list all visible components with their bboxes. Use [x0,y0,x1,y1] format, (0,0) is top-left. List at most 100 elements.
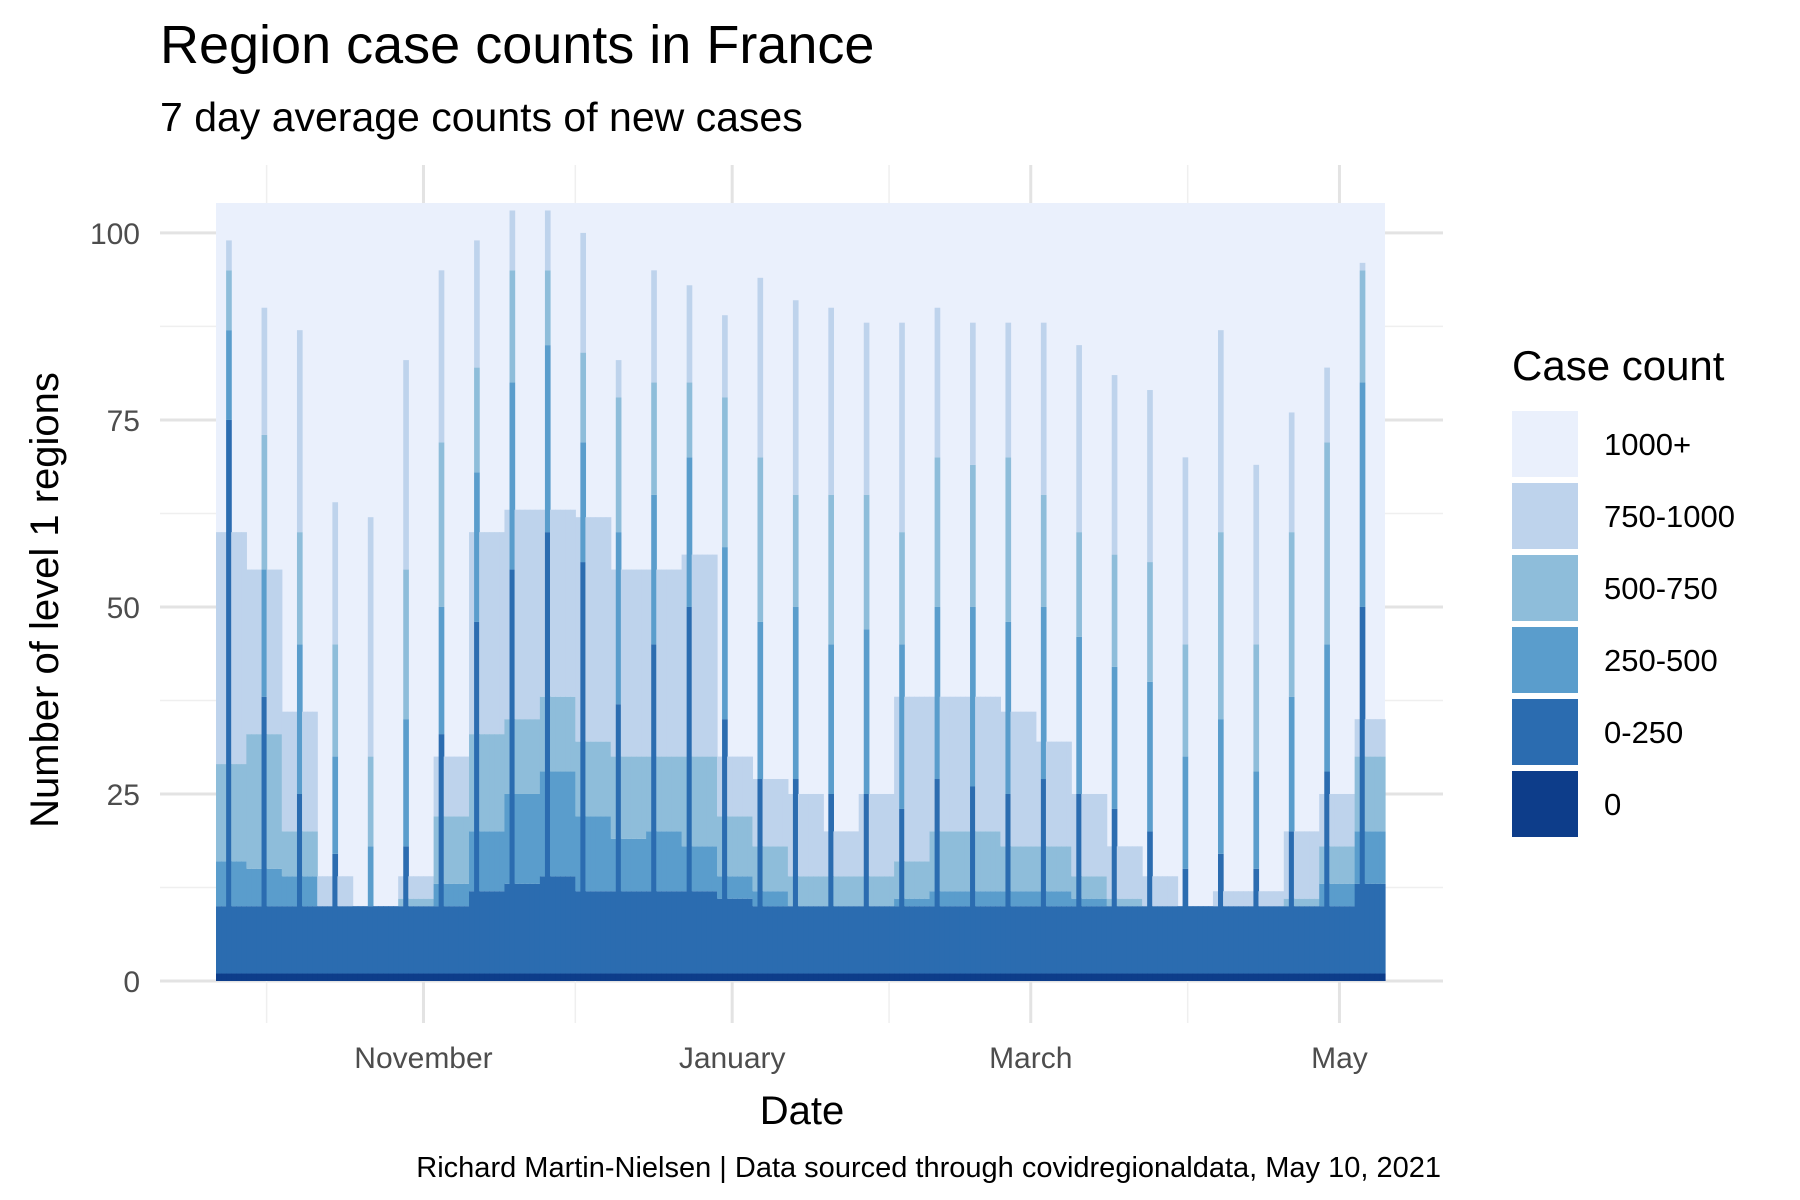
bar-segment-0 [894,973,900,981]
bar-segment-750-1000 [772,779,779,847]
bar-segment-750-1000 [1172,876,1179,907]
bar-segment-0 [656,973,662,981]
bar-segment-0 [1334,973,1341,981]
bar-segment-0-250 [1152,906,1158,974]
x-axis-ticks: November January March May [354,1042,1368,1075]
bar-segment-500-750 [727,816,733,877]
bar-segment-500-750 [722,397,728,548]
bar-segment-500-750 [1359,270,1366,383]
bar-segment-500-750 [1111,554,1118,667]
bar-segment-0-250 [858,906,865,974]
bar-segment-0-250 [1218,853,1224,974]
bar-segment-0-250 [398,906,404,974]
bar-segment-0-250 [1304,906,1310,974]
bar-segment-750-1000 [307,711,313,832]
bar-segment-500-750 [904,861,910,899]
bar-segment-0-250 [1233,906,1239,974]
bar-segment-0 [605,973,612,981]
bar-segment-0 [509,973,516,981]
bar-segment-500-750 [398,898,404,907]
bar-segment-0-250 [646,891,652,974]
bar-segment-500-750 [924,861,931,899]
bar-segment-0-250 [894,906,900,974]
bar-segment-750-1000 [1096,793,1103,877]
bar-segment-0 [544,973,551,981]
bar-segment-0-250 [954,906,961,974]
bar-segment-750-1000 [904,696,910,862]
bar-segment-0-250 [393,906,399,974]
bar-segment-750-1000 [276,569,283,735]
bar-segment-500-750 [1126,898,1133,907]
bar-segment-750-1000 [1086,793,1093,877]
bar-segment-500-750 [256,734,263,869]
bar-segment-250-500 [539,771,546,877]
bar-segment-0 [823,973,829,981]
bar-segment-750-1000 [302,711,308,832]
bar-segment-0-250 [1334,906,1341,974]
bar-segment-250-500 [499,831,506,892]
bar-segment-0-250 [479,891,485,974]
bar-segment-0-250 [1131,906,1138,974]
bar-segment-250-500 [1334,883,1341,907]
bar-segment-0 [494,973,500,981]
bar-segment-0 [964,973,971,981]
bar-segment-750-1000 [1142,876,1148,907]
bar-segment-750-1000 [1268,891,1275,907]
bar-segment-0-250 [711,891,718,974]
bar-segment-750-1000 [408,876,414,899]
bar-segment-250-500 [1354,831,1361,884]
bar-segment-750-1000 [676,569,683,757]
bar-segment-0 [681,973,688,981]
bar-segment-0 [342,973,349,981]
bar-segment-750-1000 [453,756,460,817]
bar-segment-0 [534,973,541,981]
bar-segment-0-250 [271,906,278,974]
bar-segment-0-250 [767,906,774,974]
bar-segment-250-500 [727,876,733,899]
bar-segment-0-250 [742,898,748,974]
bar-segment-250-500 [615,532,622,705]
bar-segment-250-500 [1339,883,1346,907]
bar-segment-500-750 [534,719,541,794]
bar-segment-0 [1344,973,1351,981]
bar-segment-500-750 [696,756,703,847]
legend-swatch [1512,699,1578,765]
bar-segment-0-250 [1374,883,1381,974]
bar-segment-500-750 [757,457,764,622]
bar-segment-0-250 [286,906,293,974]
bar-segment-0 [899,973,905,981]
bar-segment-0 [661,973,667,981]
bar-segment-250-500 [1319,883,1325,907]
bar-segment-750-1000 [1354,719,1361,757]
bar-segment-500-750 [1056,846,1062,892]
bar-segment-750-1000 [1010,711,1017,847]
bar-segment-500-750 [823,876,829,907]
bar-segment-0-250 [1010,906,1017,974]
bar-segment-750-1000 [1147,390,1153,563]
bar-segment-750-1000 [661,569,667,757]
bar-segment-750-1000 [1005,322,1012,458]
bar-segment-500-750 [418,898,425,907]
bar-segment-0 [246,973,253,981]
bar-segment-250-500 [1101,898,1108,907]
bar-segment-250-500 [529,793,536,884]
bar-segment-0-250 [934,779,941,974]
bar-segment-0-250 [1248,906,1255,974]
bar-segment-0-250 [1061,906,1067,974]
bar-segment-250-500 [544,345,551,533]
bar-segment-750-1000 [575,517,581,742]
bar-segment-500-750 [1314,898,1320,907]
bar-segment-0 [1101,973,1108,981]
bar-segment-0-250 [1319,906,1325,974]
bar-segment-750-1000 [539,509,546,697]
bar-segment-250-500 [458,883,465,907]
bar-segment-250-500 [772,891,779,907]
bar-segment-0-250 [1192,906,1199,974]
bar-segment-500-750 [565,696,571,772]
bar-segment-0 [438,973,445,981]
bar-segment-750-1000 [964,696,971,832]
bar-segment-750-1000 [975,696,981,832]
bar-segment-250-500 [534,793,541,884]
bar-segment-0 [1081,973,1088,981]
bar-segment-0-250 [914,906,921,974]
